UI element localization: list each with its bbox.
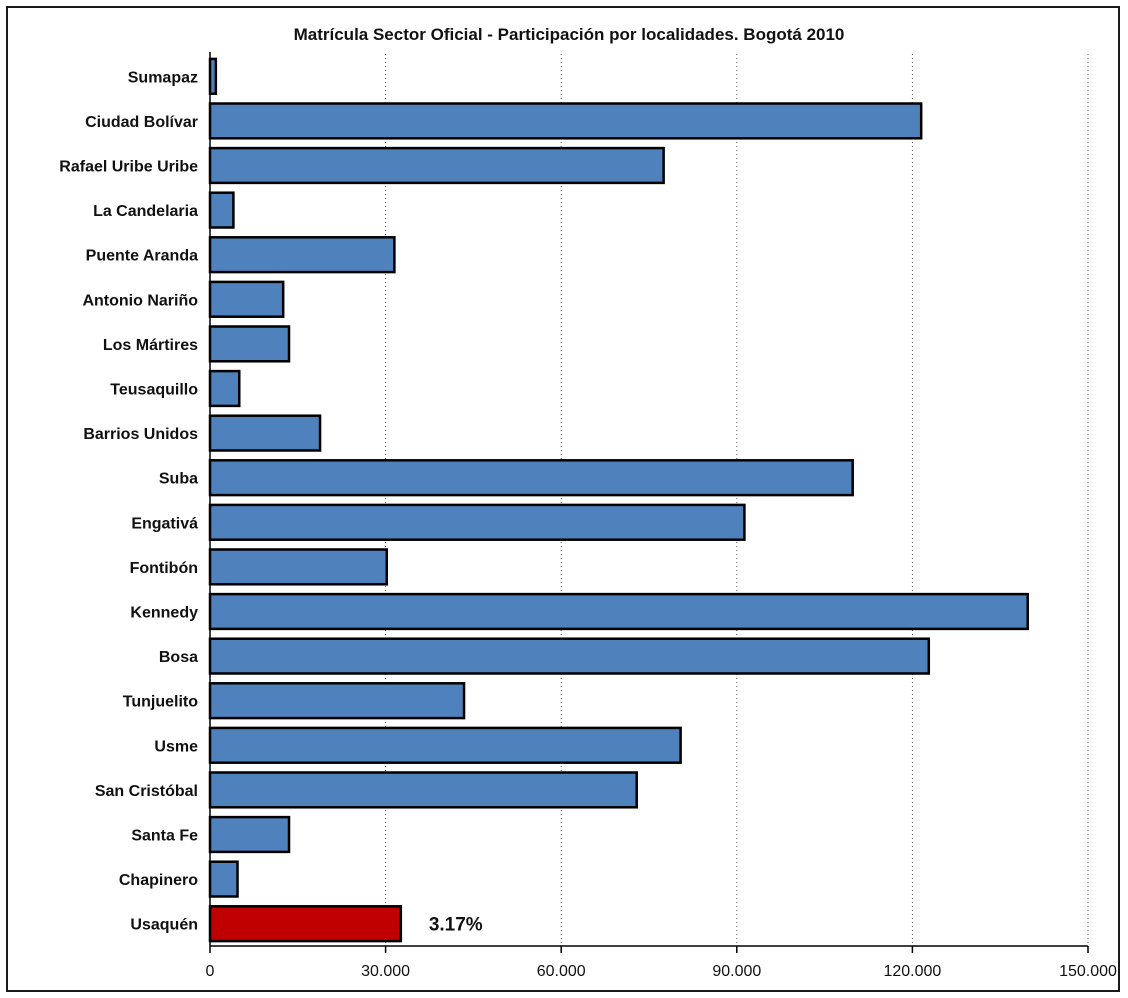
bar	[208, 503, 746, 541]
bar	[208, 860, 239, 898]
category-label: Fontibón	[130, 560, 198, 577]
category-label: Antonio Nariño	[82, 292, 198, 309]
category-label: Kennedy	[130, 605, 198, 622]
category-label: Usaquén	[130, 917, 198, 934]
category-label: Los Mártires	[103, 337, 198, 354]
x-tick-label: 0	[206, 963, 215, 980]
bar	[208, 771, 638, 809]
bar	[208, 815, 291, 854]
x-tick-label: 150.000	[1059, 963, 1117, 980]
category-label: Engativá	[131, 515, 198, 532]
bar	[208, 146, 665, 185]
x-tick-label: 120.000	[883, 963, 941, 980]
category-label: Usme	[154, 738, 198, 755]
x-tick-labels: 0 30.000 60.000 90.000 120.000 150.000	[206, 963, 1117, 980]
bar	[208, 682, 466, 720]
category-label: Tunjuelito	[123, 694, 198, 711]
bars-layer	[208, 57, 1029, 943]
category-label: Bosa	[159, 649, 198, 666]
bar	[208, 369, 241, 408]
category-label: Rafael Uribe Uribe	[59, 159, 198, 176]
bar	[208, 637, 931, 675]
grid-layer	[385, 54, 1089, 946]
category-label: Santa Fe	[131, 828, 198, 845]
category-label: La Candelaria	[93, 203, 198, 220]
x-tick-label: 30.000	[361, 963, 410, 980]
bar	[208, 236, 396, 274]
category-label: Puente Aranda	[86, 248, 198, 265]
x-tick-label: 60.000	[537, 963, 586, 980]
x-axis	[209, 52, 1089, 953]
category-label: Teusaquillo	[110, 382, 198, 399]
category-label: Sumapaz	[128, 69, 198, 86]
category-label: Chapinero	[119, 872, 198, 889]
category-label: Suba	[159, 471, 198, 488]
bar	[208, 191, 235, 229]
bar-annotation: 3.17%	[429, 915, 483, 936]
category-label: Ciudad Bolívar	[85, 114, 198, 131]
bar-chart: Matrícula Sector Oficial - Participación…	[59, 25, 1117, 980]
bar	[208, 325, 291, 363]
category-label: Barrios Unidos	[83, 426, 198, 443]
bar	[208, 726, 682, 764]
bar	[208, 414, 322, 452]
category-label: San Cristóbal	[95, 783, 198, 800]
chart-title: Matrícula Sector Oficial - Participación…	[294, 25, 845, 44]
bar	[208, 102, 923, 140]
category-labels: Sumapaz Ciudad Bolívar Rafael Uribe Uribe L…	[59, 69, 198, 933]
bar	[208, 57, 218, 95]
bar	[208, 280, 285, 318]
bar	[208, 548, 389, 586]
bar	[208, 905, 403, 943]
x-tick-label: 90.000	[712, 963, 761, 980]
bar	[208, 592, 1029, 631]
chart-frame: Matrícula Sector Oficial - Participación…	[6, 6, 1120, 992]
bar	[208, 459, 854, 497]
